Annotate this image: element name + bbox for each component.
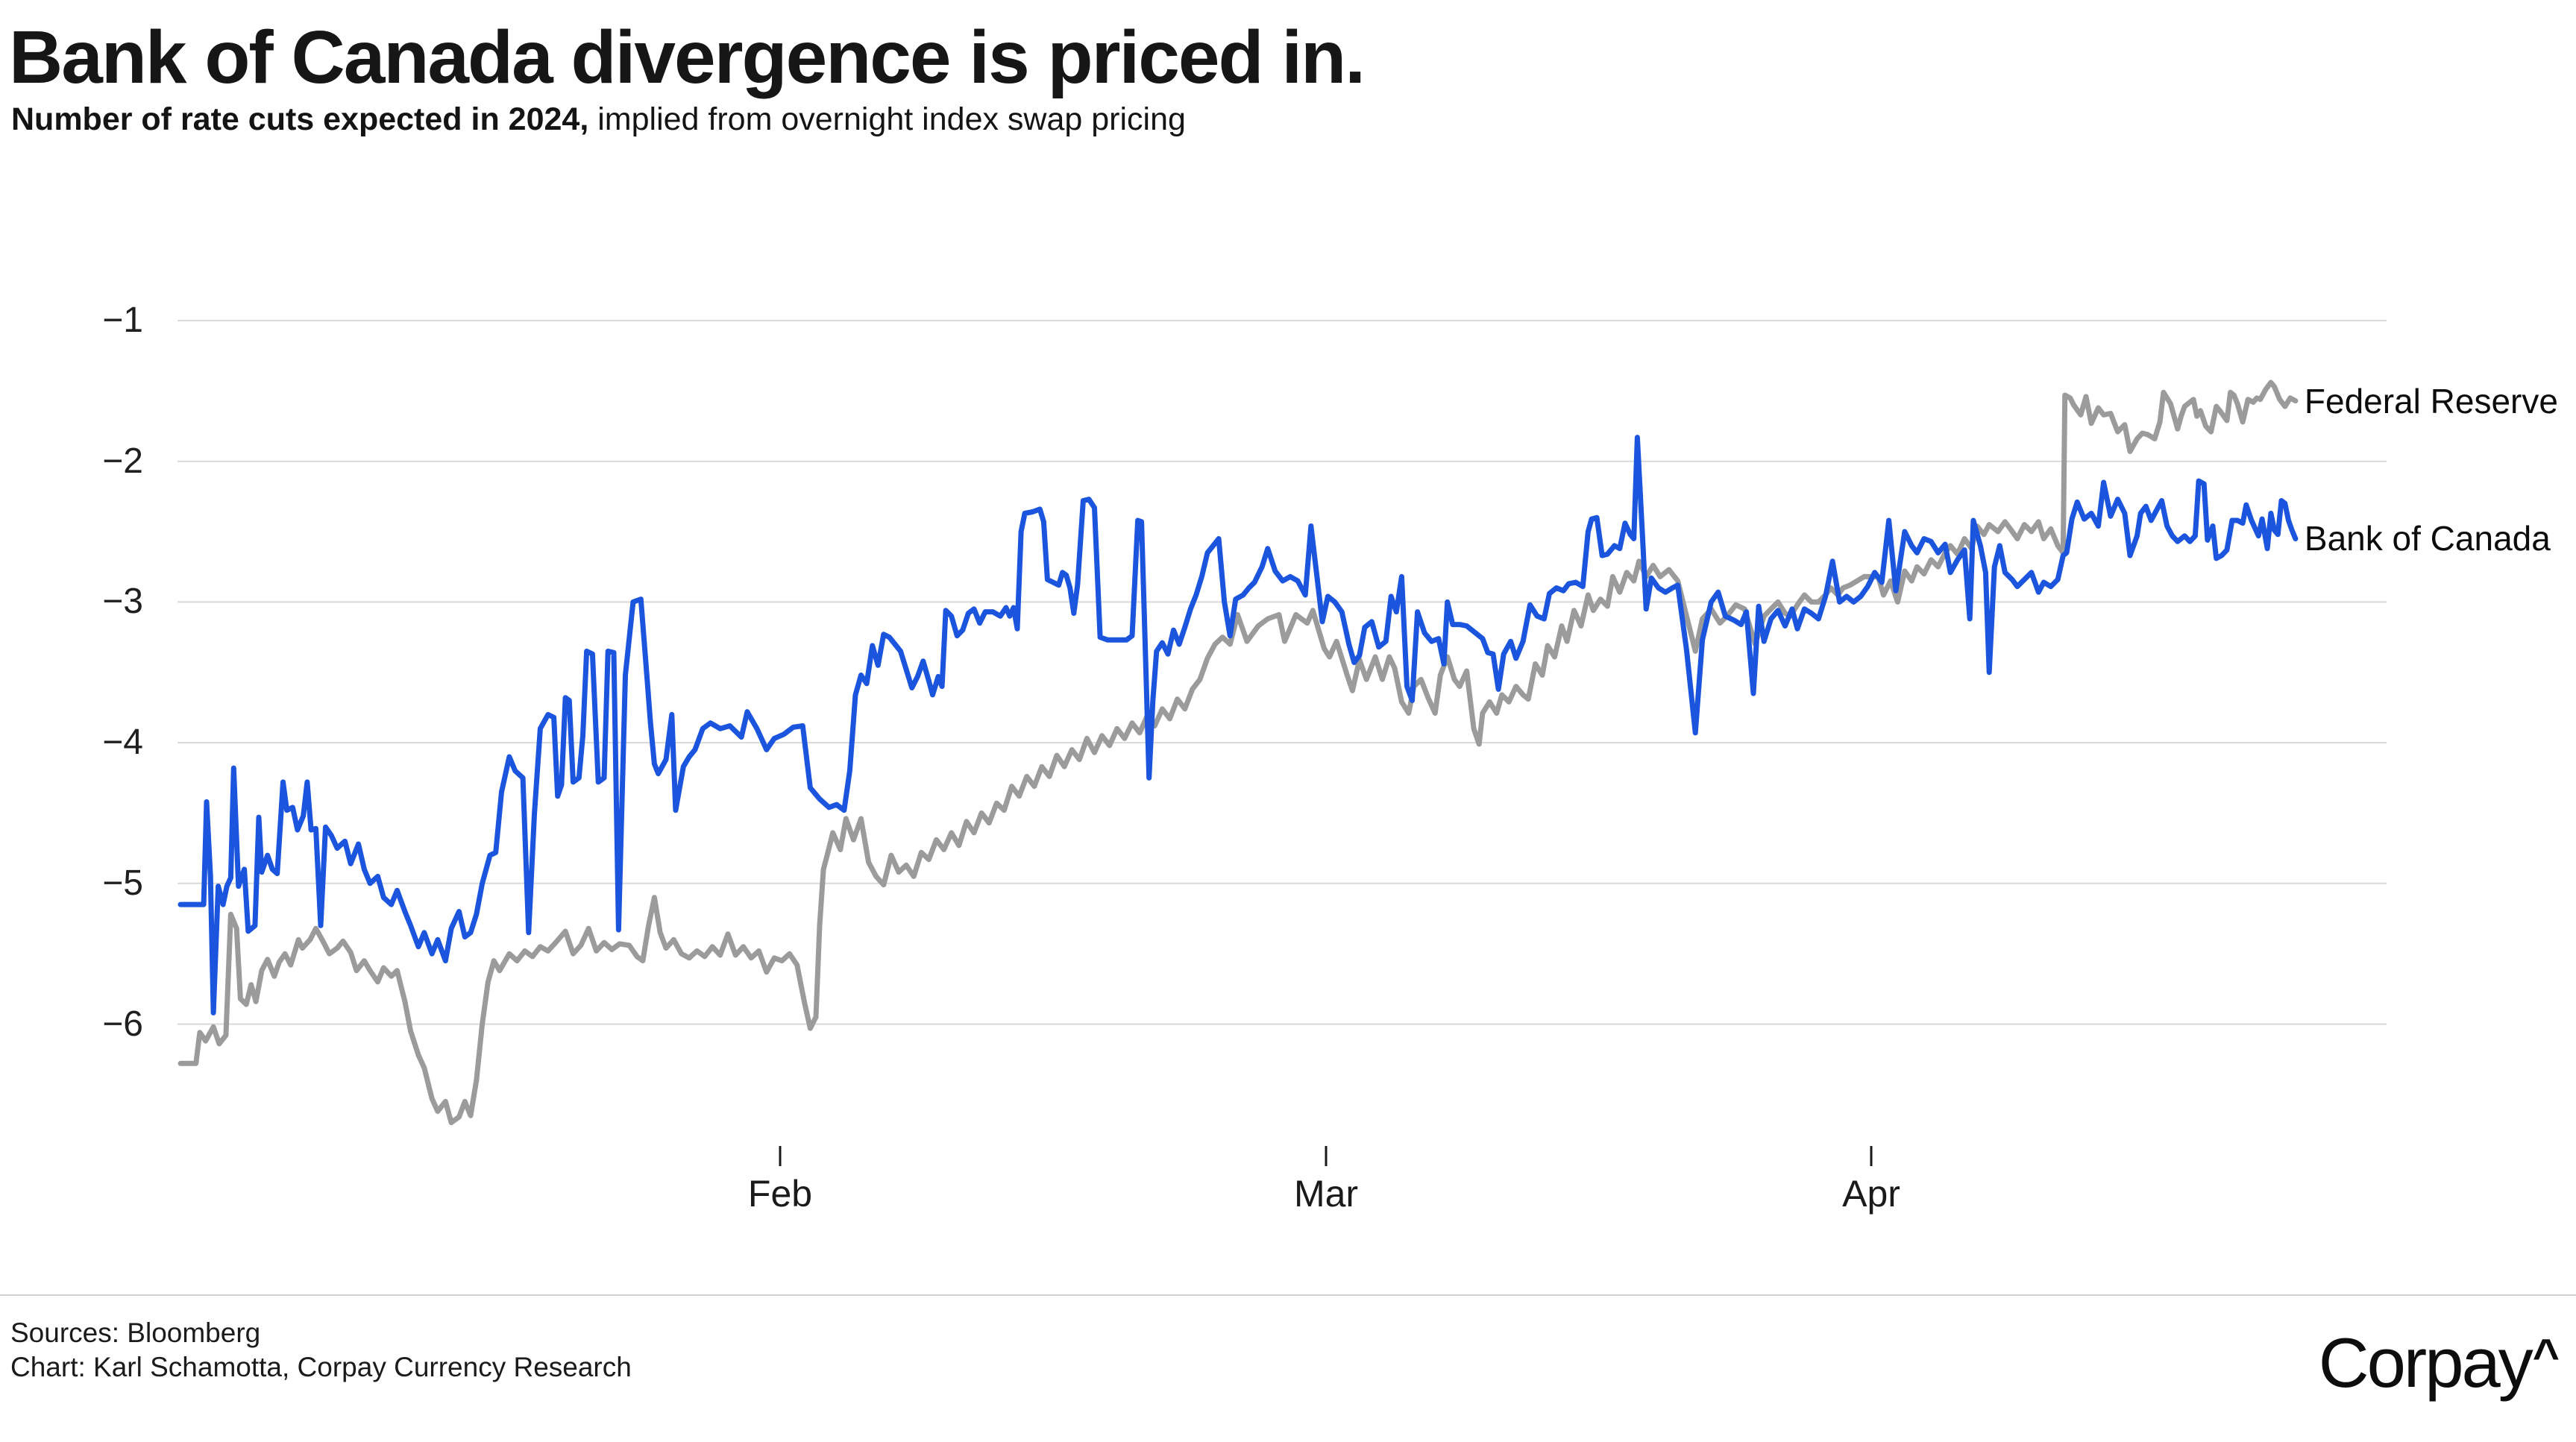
x-axis-label-mar: Mar <box>1293 1173 1359 1215</box>
y-axis-label: −3 <box>102 582 143 622</box>
series-label-bank-of-canada: Bank of Canada <box>2304 519 2551 558</box>
y-axis-label: −6 <box>102 1004 143 1044</box>
y-axis-label: −5 <box>102 863 143 903</box>
chart-subtitle-regular: implied from overnight index swap pricin… <box>588 101 1186 137</box>
corpay-logo: Corpay^ <box>2319 1321 2560 1398</box>
gridlines <box>178 320 2387 1025</box>
chart-subtitle: Number of rate cuts expected in 2024, im… <box>11 101 1186 138</box>
chart-subtitle-bold: Number of rate cuts expected in 2024, <box>11 101 589 137</box>
corpay-logo-caret-icon: ^ <box>2532 1330 2560 1382</box>
chart-title: Bank of Canada divergence is priced in. <box>9 16 1366 99</box>
x-axis-label-apr: Apr <box>1842 1173 1900 1215</box>
y-axis-label: −1 <box>102 300 143 340</box>
corpay-logo-text: Corpay <box>2318 1323 2533 1402</box>
footer-divider <box>0 1294 2576 1296</box>
x-axis-ticks <box>779 1146 1873 1166</box>
federal-reserve-line <box>178 380 2299 1126</box>
y-axis-label: −2 <box>102 441 143 481</box>
x-axis-label-feb: Feb <box>747 1173 813 1215</box>
series-label-federal-reserve: Federal Reserve <box>2304 381 2558 421</box>
y-axis-label: −4 <box>102 722 143 763</box>
footer-sources: Sources: Bloomberg <box>10 1317 261 1348</box>
bank-of-canada-line <box>178 435 2299 1016</box>
footer-credit: Chart: Karl Schamotta, Corpay Currency R… <box>10 1352 632 1382</box>
